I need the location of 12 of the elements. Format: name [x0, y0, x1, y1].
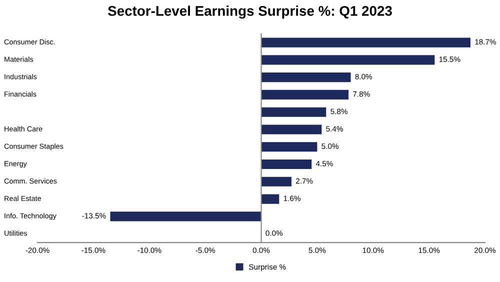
bar [261, 90, 349, 100]
bar [261, 142, 318, 152]
bar [110, 212, 262, 222]
bar [261, 72, 351, 82]
bar [261, 107, 326, 117]
bar [261, 55, 435, 65]
bar [261, 124, 322, 134]
chart-title: Sector-Level Earnings Surprise %: Q1 2023 [108, 6, 392, 19]
bar [261, 159, 312, 170]
bar [261, 38, 470, 48]
bar [261, 176, 292, 186]
bar [261, 194, 280, 204]
